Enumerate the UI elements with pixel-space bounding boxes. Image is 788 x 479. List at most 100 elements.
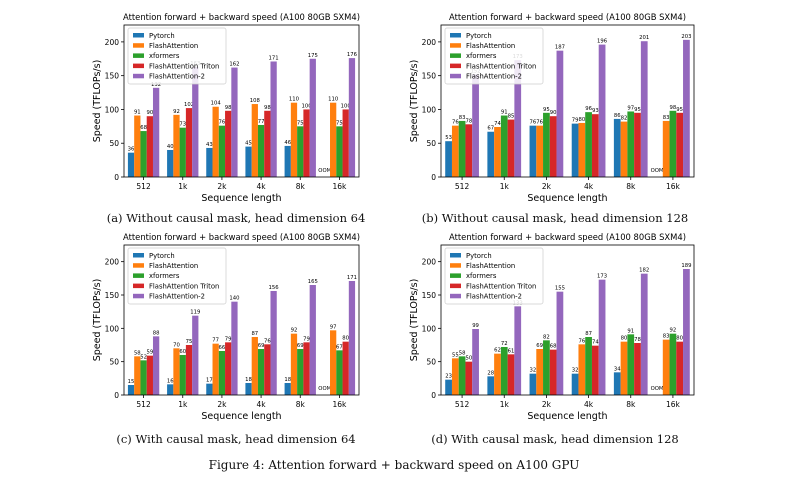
bar-data-label: 98: [225, 105, 232, 111]
x-axis-label: Sequence length: [201, 411, 281, 422]
bar: [529, 125, 537, 177]
chart-title: Attention forward + backward speed (A100…: [449, 12, 686, 22]
bar: [127, 385, 135, 395]
chart-title: Attention forward + backward speed (A100…: [123, 232, 360, 242]
bar-data-label: 91: [627, 328, 634, 334]
x-tick-label: 4k: [257, 400, 267, 409]
legend: Pytorch FlashAttention xformers FlashAttent…: [444, 27, 544, 85]
legend-swatch: [450, 33, 461, 38]
bar-data-label: 95: [634, 107, 641, 113]
bar-data-label: 46: [284, 140, 291, 146]
y-axis-label: Speed (TFLOPs/s): [409, 60, 420, 143]
bar-data-label: 80: [621, 336, 628, 342]
bar: [556, 291, 564, 395]
bar: [543, 340, 550, 395]
legend-swatch: [450, 53, 461, 58]
bar-data-label: 98: [264, 105, 271, 111]
bar: [206, 147, 213, 177]
bar: [669, 110, 677, 177]
x-tick-label: 8k: [296, 400, 306, 409]
bar: [598, 279, 606, 395]
bar: [303, 109, 310, 177]
chart-title: Attention forward + backward speed (A100…: [449, 232, 686, 242]
bar-data-label: 97: [330, 324, 337, 330]
bar-data-label: 86: [614, 113, 621, 119]
legend-label: FlashAttention-2: [466, 73, 522, 81]
x-tick-label: 16k: [666, 400, 681, 409]
x-axis-label: Sequence length: [527, 411, 607, 422]
bar-data-label: 17: [206, 378, 213, 384]
subcaption-a: (a) Without causal mask, head dimension …: [106, 211, 366, 225]
x-tick-label: 512: [455, 400, 470, 409]
bar: [257, 349, 265, 395]
bar-data-label: 203: [681, 34, 691, 40]
bar-data-label: 43: [206, 142, 213, 148]
y-axis-label: Speed (TFLOPs/s): [409, 279, 420, 362]
legend-label: xformers: [466, 272, 497, 280]
legend-swatch: [450, 43, 461, 48]
legend-swatch: [133, 293, 144, 299]
x-tick-label: 512: [136, 400, 151, 409]
bar: [445, 141, 452, 177]
bar-data-label: 50: [465, 356, 472, 362]
bar: [146, 116, 153, 177]
bar: [585, 337, 592, 395]
chart-title: Attention forward + backward speed (A100…: [123, 12, 360, 22]
bar-data-label: 59: [146, 350, 153, 356]
legend-box: [127, 27, 227, 85]
bar: [571, 373, 579, 395]
bar: [348, 281, 356, 395]
bar-data-label: 91: [501, 110, 508, 116]
bar: [634, 112, 641, 177]
bar-data-label: 110: [328, 97, 339, 103]
plot-frame: [123, 244, 360, 396]
bar: [507, 354, 515, 395]
legend-label: xformers: [149, 272, 180, 280]
legend-label: xformers: [149, 52, 180, 60]
bar-data-label: 53: [445, 135, 452, 141]
oom-label: OOM: [318, 168, 331, 174]
bar-data-label: 69: [536, 343, 543, 349]
x-tick-label: 2k: [217, 182, 227, 191]
bar: [458, 356, 466, 395]
x-axis-label: Sequence length: [201, 193, 281, 204]
bar: [297, 349, 304, 395]
bar: [634, 343, 641, 395]
bar-data-label: 90: [550, 110, 557, 116]
bar-data-label: 132: [151, 82, 161, 88]
bar-data-label: 196: [597, 39, 608, 45]
x-tick-label: 8k: [626, 400, 636, 409]
x-axis-label: Sequence length: [527, 193, 607, 204]
legend-swatch: [450, 293, 461, 299]
plot-frame: [440, 244, 695, 396]
bar: [591, 345, 599, 395]
bar: [591, 114, 599, 177]
bar-data-label: 85: [508, 114, 515, 120]
bar-data-label: 28: [487, 370, 494, 376]
bar: [556, 50, 564, 177]
y-tick-label: 0: [431, 173, 436, 182]
bar-data-label: 171: [269, 55, 279, 61]
bar: [627, 334, 635, 395]
bar: [529, 373, 537, 395]
bar-data-label: 77: [258, 119, 265, 125]
bar-data-label: 100: [341, 103, 352, 109]
bar-data-label: 90: [146, 110, 153, 116]
y-tick-label: 150: [422, 291, 437, 300]
bar-data-label: 67: [336, 344, 343, 350]
figure-caption: Figure 4: Attention forward + backward s…: [208, 458, 580, 472]
x-tick-label: 2k: [217, 400, 227, 409]
bar: [245, 383, 252, 395]
bar: [330, 330, 337, 395]
bar-data-label: 15: [128, 379, 135, 385]
legend-label: FlashAttention: [149, 262, 198, 270]
bar: [218, 351, 226, 395]
legend-label: FlashAttention: [466, 262, 515, 270]
bar: [536, 125, 544, 177]
bar: [231, 301, 238, 395]
bar: [536, 349, 544, 395]
bar: [290, 102, 298, 177]
y-tick-label: 100: [105, 324, 120, 333]
bar-data-label: 32: [530, 368, 537, 374]
bar: [336, 350, 343, 395]
